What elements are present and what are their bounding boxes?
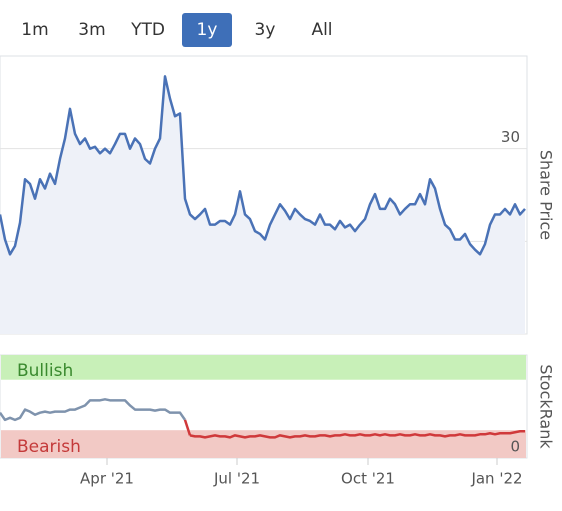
data-line xyxy=(0,398,187,422)
range-button-selected xyxy=(182,13,232,47)
range-button[interactable]: All xyxy=(311,20,332,40)
range-button[interactable]: 1m xyxy=(21,20,48,40)
x-tick-label: Jul '21 xyxy=(213,470,260,488)
data-line xyxy=(0,75,526,256)
range-button[interactable]: YTD xyxy=(130,20,165,40)
y-tick-label: 0 xyxy=(510,438,520,456)
x-tick-label: Apr '21 xyxy=(80,470,134,488)
range-button[interactable]: 3y xyxy=(255,20,276,40)
range-button[interactable]: 1y xyxy=(197,20,218,40)
x-tick-label: Jan '22 xyxy=(470,470,522,488)
price-area xyxy=(0,76,525,335)
data-line xyxy=(189,429,525,439)
axis-title: Share Price xyxy=(537,150,556,240)
band-label: Bullish xyxy=(17,361,73,381)
band-label: Bearish xyxy=(17,437,81,457)
range-button[interactable]: 3m xyxy=(78,20,105,40)
line-joint xyxy=(183,419,192,436)
x-tick-label: Oct '21 xyxy=(341,470,395,488)
axis-title: StockRank xyxy=(537,364,556,449)
plot-band xyxy=(1,355,526,380)
y-tick-label: 30 xyxy=(501,128,520,146)
